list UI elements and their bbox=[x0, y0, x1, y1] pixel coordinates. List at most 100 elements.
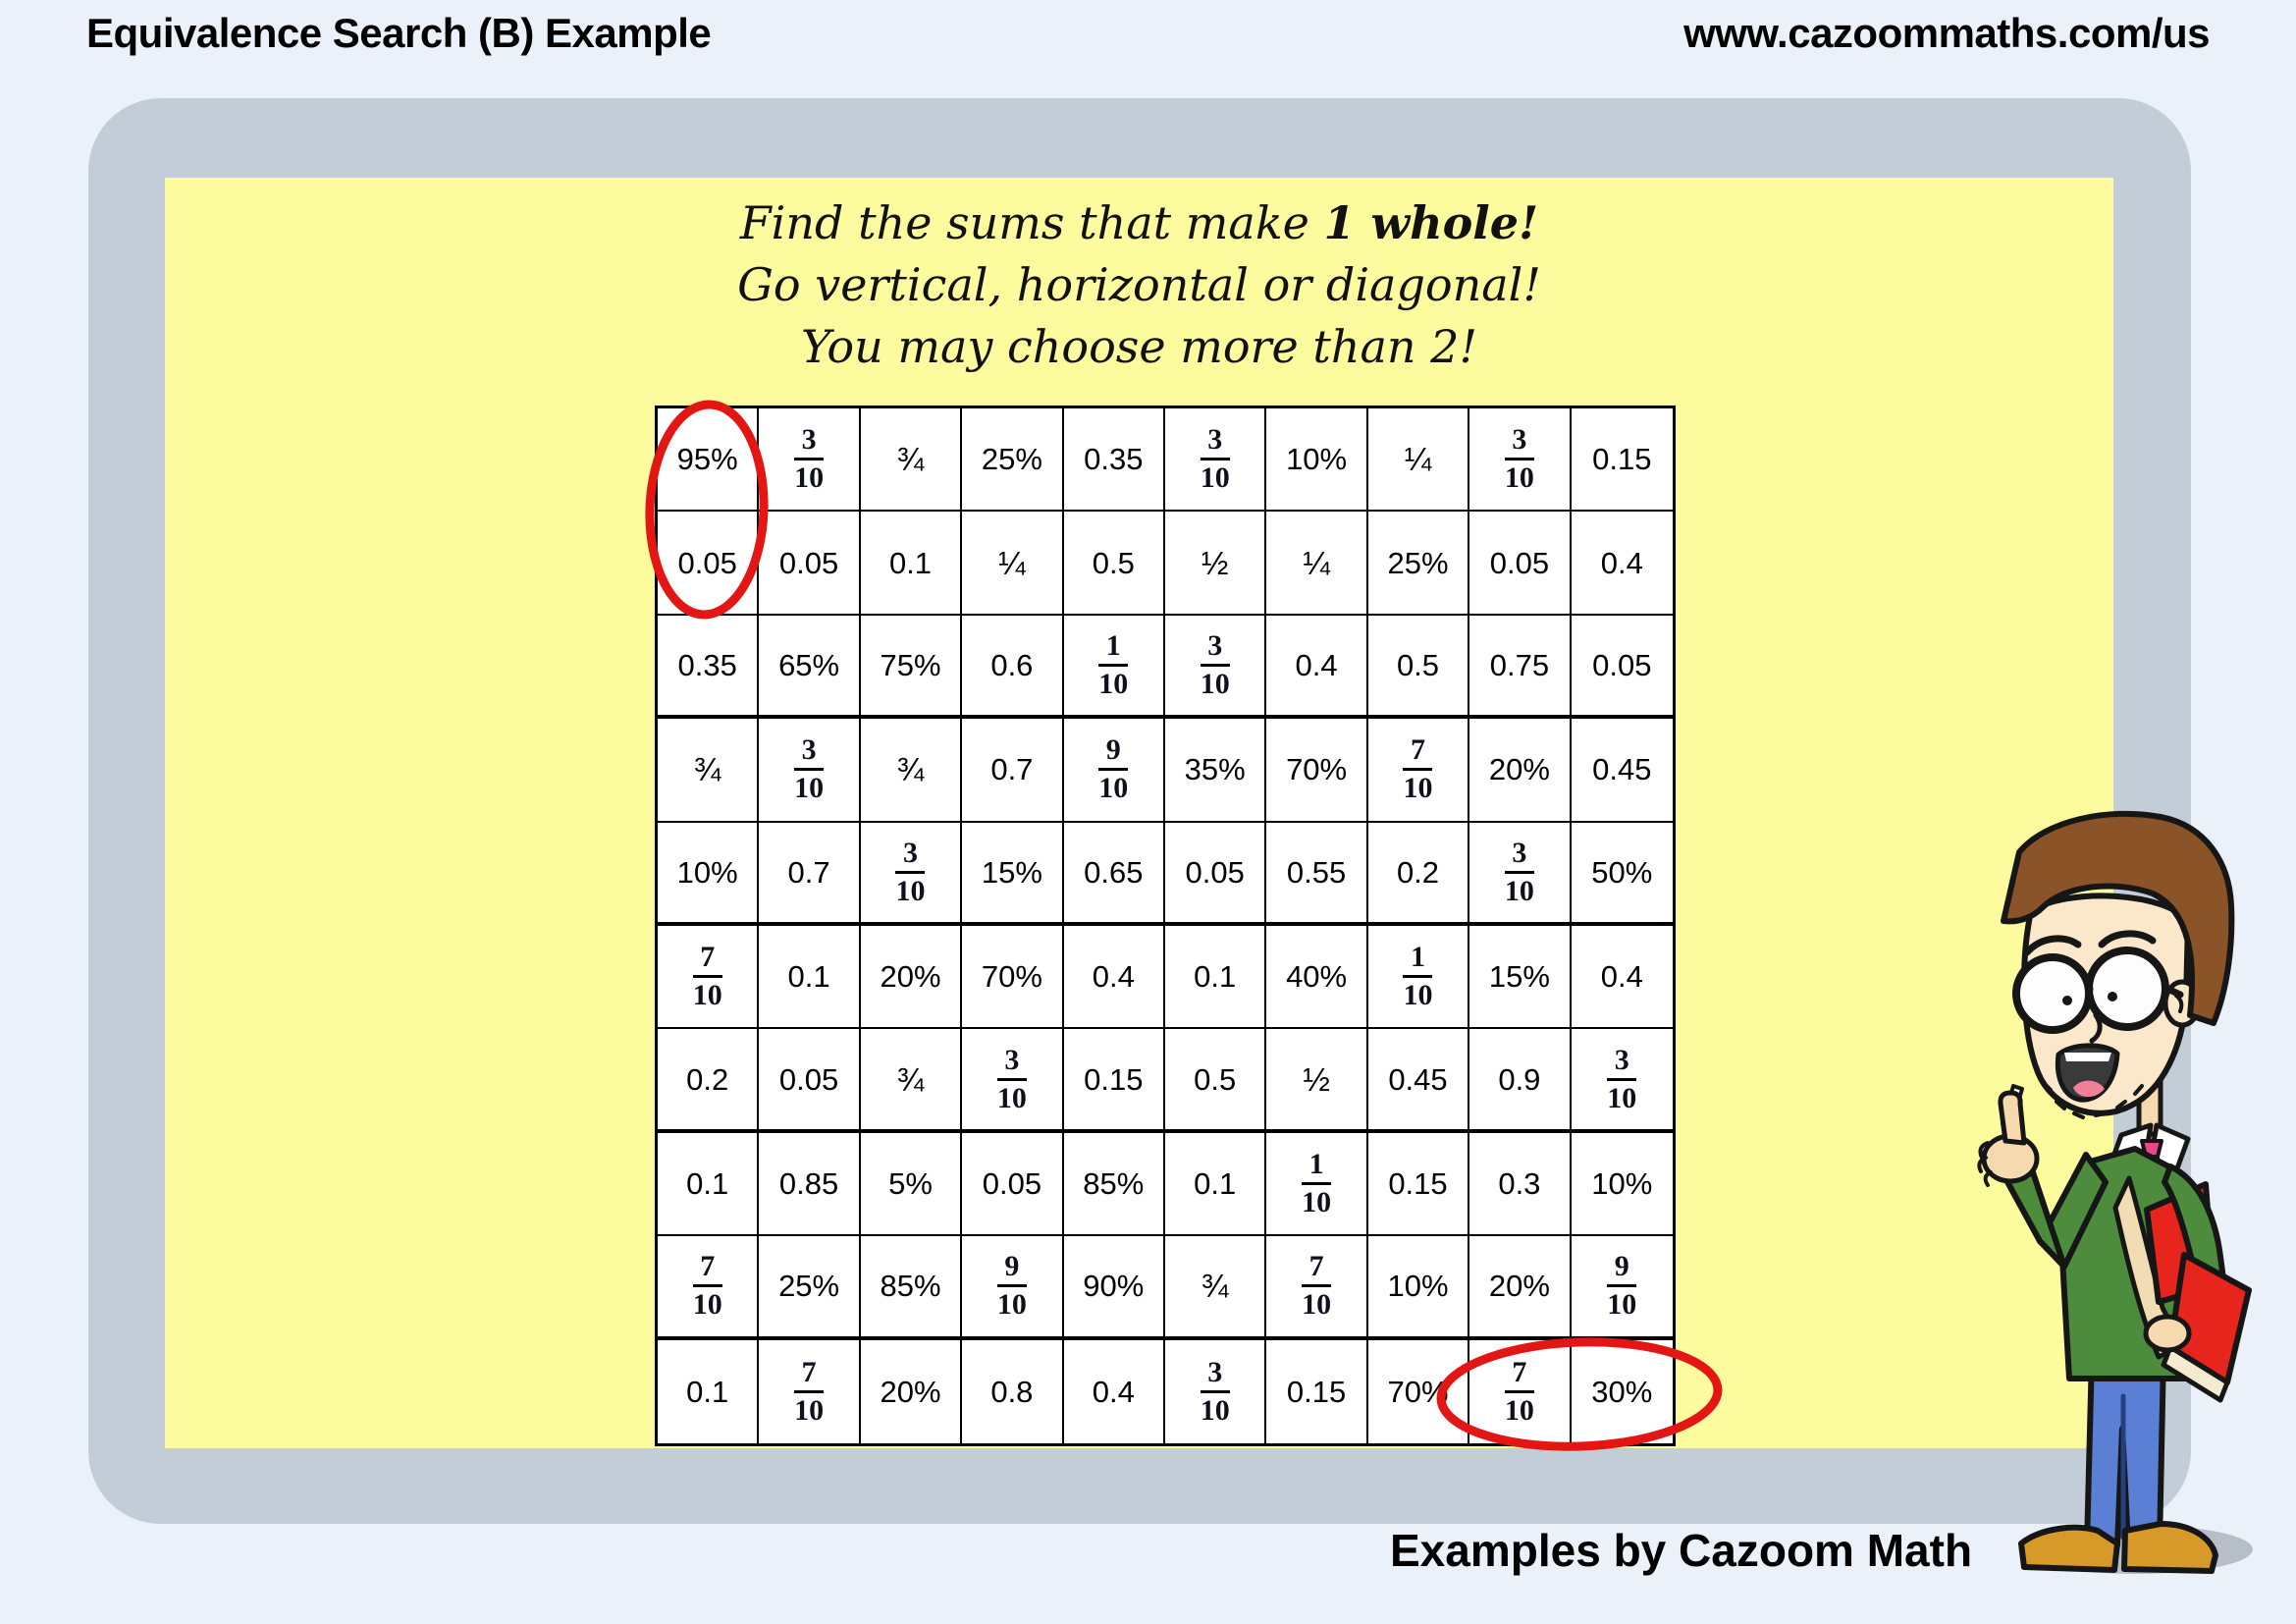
number-value: 25% bbox=[1387, 545, 1449, 580]
number-value: 0.05 bbox=[778, 1061, 839, 1097]
grid-cell: 0.1 bbox=[860, 512, 963, 616]
fraction-value: 3 10 bbox=[794, 733, 825, 805]
number-value: 0.05 bbox=[1592, 647, 1652, 682]
number-value: 70% bbox=[1286, 752, 1348, 787]
grid-cell: 10% bbox=[1367, 1236, 1470, 1340]
grid-cell: 0.55 bbox=[1266, 822, 1368, 926]
number-value: 0.35 bbox=[1084, 442, 1144, 477]
grid-cell: 5% bbox=[860, 1132, 963, 1237]
number-value: 30% bbox=[1591, 1374, 1653, 1409]
grid-cell: 7 10 bbox=[1469, 1339, 1572, 1443]
grid-cell: 3 10 bbox=[860, 822, 963, 926]
grid-cell: 0.35 bbox=[1063, 408, 1165, 513]
grid-cell: 0.15 bbox=[1571, 408, 1673, 513]
grid-cell: 20% bbox=[1469, 1236, 1572, 1340]
fraction-value: 3 10 bbox=[996, 1043, 1027, 1114]
number-value: 10% bbox=[1591, 1165, 1653, 1201]
site-url: www.cazoommaths.com/us bbox=[1683, 10, 2210, 56]
number-value: ¾ bbox=[896, 1060, 925, 1098]
grid-cell: 0.15 bbox=[1266, 1339, 1368, 1443]
fraction-value: 3 10 bbox=[1504, 836, 1534, 907]
grid-cell: 3 10 bbox=[1469, 822, 1572, 926]
fraction-value: 7 10 bbox=[692, 941, 722, 1012]
grid-cell: 0.65 bbox=[1063, 822, 1165, 926]
grid-cell: 20% bbox=[1469, 719, 1572, 823]
fraction-value: 9 10 bbox=[1607, 1250, 1637, 1322]
fraction-value: 1 10 bbox=[1403, 941, 1433, 1012]
number-value: ¾ bbox=[896, 751, 925, 788]
grid-cell: ¾ bbox=[658, 719, 760, 823]
grid-cell: 9 10 bbox=[962, 1236, 1064, 1340]
number-value: 75% bbox=[880, 647, 941, 682]
grid-cell: 0.35 bbox=[658, 615, 760, 720]
fraction-value: 7 10 bbox=[1403, 733, 1433, 805]
grid-cell: 9 10 bbox=[1571, 1236, 1673, 1340]
number-value: 0.1 bbox=[1194, 959, 1237, 995]
number-value: ¼ bbox=[1303, 544, 1330, 581]
grid-cell: 7 10 bbox=[1266, 1236, 1368, 1340]
grid-cell: 3 10 bbox=[1165, 1339, 1267, 1443]
grid-cell: 0.4 bbox=[1571, 512, 1673, 616]
grid-cell: 0.1 bbox=[1165, 926, 1267, 1030]
number-value: 0.15 bbox=[1286, 1374, 1347, 1409]
number-value: 0.45 bbox=[1592, 752, 1652, 787]
grid-cell: 0.2 bbox=[1367, 822, 1470, 926]
grid-cell: 3 10 bbox=[1469, 408, 1572, 513]
grid-cell: 0.4 bbox=[1063, 926, 1165, 1030]
instruction-line-1: Find the sums that make 1 whole! bbox=[739, 196, 1539, 249]
number-value: 20% bbox=[880, 1374, 941, 1409]
grid-cell: 0.1 bbox=[658, 1132, 760, 1237]
grid-cell: 15% bbox=[1469, 926, 1572, 1030]
grid-cell: 3 10 bbox=[759, 719, 861, 823]
grid-cell: 50% bbox=[1571, 822, 1673, 926]
number-value: 50% bbox=[1591, 854, 1653, 890]
grid-cell: 0.05 bbox=[962, 1132, 1064, 1237]
fraction-value: 3 10 bbox=[895, 836, 926, 907]
number-value: 95% bbox=[676, 442, 738, 477]
grid-cell: 0.4 bbox=[1571, 926, 1673, 1030]
number-value: 0.4 bbox=[1295, 647, 1338, 682]
number-value: 0.15 bbox=[1592, 442, 1652, 477]
instruction-line-2: Go vertical, horizontal or diagonal! bbox=[737, 258, 1541, 311]
number-value: 20% bbox=[1488, 1269, 1550, 1304]
fraction-value: 7 10 bbox=[1504, 1355, 1534, 1427]
grid-cell: 0.7 bbox=[759, 822, 861, 926]
number-value: 0.5 bbox=[1396, 647, 1440, 682]
number-value: 0.7 bbox=[787, 854, 830, 890]
grid-cell: 20% bbox=[860, 926, 963, 1030]
number-value: 0.1 bbox=[686, 1165, 729, 1201]
grid-cell: 95% bbox=[658, 408, 760, 513]
number-value: 0.6 bbox=[990, 647, 1034, 682]
grid-cell: 15% bbox=[962, 822, 1064, 926]
number-value: 20% bbox=[1488, 752, 1550, 787]
grid-cell: 7 10 bbox=[759, 1339, 861, 1443]
grid-cell: 25% bbox=[759, 1236, 861, 1340]
grid-cell: 3 10 bbox=[962, 1029, 1064, 1133]
grid-cell: 10% bbox=[658, 822, 760, 926]
number-value: 0.2 bbox=[1396, 854, 1440, 890]
grid-cell: ¾ bbox=[860, 408, 963, 513]
grid-cell: ¾ bbox=[860, 719, 963, 823]
number-value: 0.2 bbox=[686, 1061, 729, 1097]
grid-cell: 3 10 bbox=[1165, 615, 1267, 720]
grid-cell: 25% bbox=[1367, 512, 1470, 616]
number-value: 10% bbox=[676, 854, 738, 890]
number-value: 70% bbox=[1387, 1374, 1449, 1409]
grid-cell: 25% bbox=[962, 408, 1064, 513]
grid-cell: 9 10 bbox=[1063, 719, 1165, 823]
fraction-value: 3 10 bbox=[1504, 423, 1534, 495]
number-value: 0.9 bbox=[1498, 1061, 1541, 1097]
fraction-value: 1 10 bbox=[1098, 628, 1129, 700]
number-value: 0.4 bbox=[1600, 545, 1643, 580]
number-value: 65% bbox=[778, 647, 840, 682]
grid-cell: 70% bbox=[1367, 1339, 1470, 1443]
grid-cell: 7 10 bbox=[658, 1236, 760, 1340]
number-value: 85% bbox=[1083, 1165, 1145, 1201]
grid-cell: 3 10 bbox=[759, 408, 861, 513]
number-value: 0.05 bbox=[1185, 854, 1245, 890]
number-value: 5% bbox=[888, 1165, 933, 1201]
number-value: 85% bbox=[880, 1269, 941, 1304]
number-value: 15% bbox=[981, 854, 1042, 890]
grid-cell: ¾ bbox=[860, 1029, 963, 1133]
number-value: ¾ bbox=[693, 751, 721, 788]
